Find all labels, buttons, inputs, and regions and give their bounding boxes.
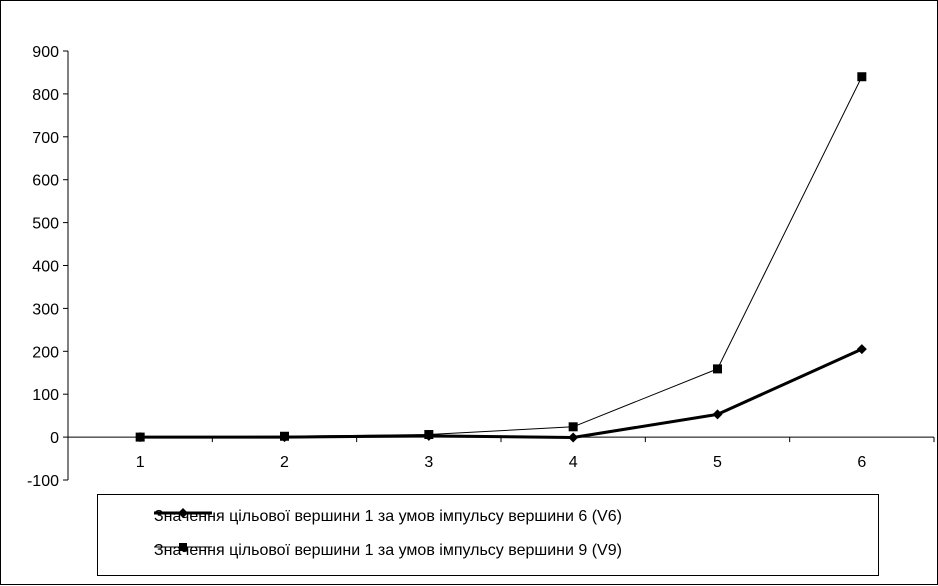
x-tick-label: 2: [280, 454, 289, 471]
y-tick-label: 900: [32, 44, 59, 61]
x-tick-label: 1: [136, 454, 145, 471]
data-point-v9: [857, 72, 867, 82]
legend-item-v9: Значення цільової вершини 1 за умов імпу…: [154, 539, 622, 563]
legend-marker-diamond-icon: [154, 508, 212, 518]
y-tick-label: -100: [27, 473, 59, 490]
data-point-v9: [568, 422, 578, 432]
data-point-v6: [712, 409, 723, 420]
series-line-v9: [140, 76, 863, 438]
y-tick-label: 100: [32, 387, 59, 404]
legend-marker-square-icon: [154, 543, 212, 551]
data-point-v6: [856, 344, 867, 355]
legend-item-v6: Значення цільової вершини 1 за умов імпу…: [154, 505, 622, 529]
data-point-v6: [423, 430, 434, 441]
legend-label-v9: Значення цільової вершини 1 за умов імпу…: [154, 542, 622, 559]
x-tick-label: 5: [713, 454, 722, 471]
y-tick-label: 600: [32, 173, 59, 190]
y-tick-label: 400: [32, 259, 59, 276]
y-tick-label: 300: [32, 301, 59, 318]
y-tick-label: 500: [32, 216, 59, 233]
x-tick-label: 4: [569, 454, 578, 471]
y-tick-label: 200: [32, 344, 59, 361]
legend-label-v6: Значення цільової вершини 1 за умов імпу…: [154, 508, 622, 525]
y-tick-label: 700: [32, 130, 59, 147]
y-tick-label: 800: [32, 87, 59, 104]
data-point-v6: [568, 432, 579, 443]
series-line-v6: [140, 347, 863, 440]
data-point-v9: [713, 364, 722, 374]
y-tick-label: 0: [50, 430, 59, 447]
x-tick-label: 6: [857, 454, 866, 471]
data-point-v6: [279, 432, 290, 443]
legend: Значення цільової вершини 1 за умов імпу…: [97, 494, 879, 576]
data-point-v6: [135, 432, 146, 443]
x-tick-label: 3: [424, 454, 433, 471]
